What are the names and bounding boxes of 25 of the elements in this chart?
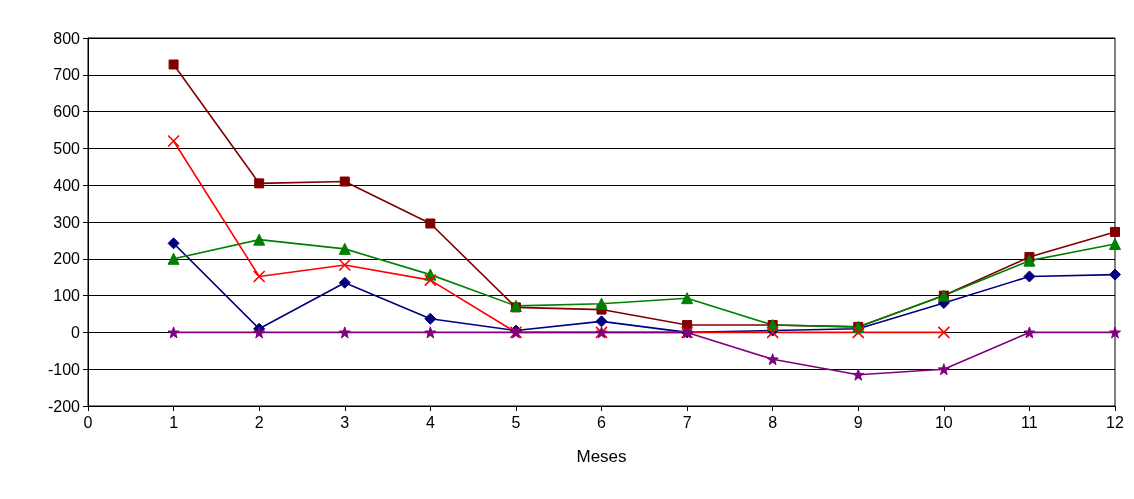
x-tick-label: 0	[83, 413, 93, 431]
x-axis-title: Meses	[576, 447, 627, 466]
y-tick-label: 700	[53, 66, 81, 84]
x-tick-label: 2	[254, 413, 264, 431]
y-tick-label: 500	[53, 139, 81, 157]
y-tick-label: 0	[71, 323, 81, 341]
y-tick-label: -200	[47, 397, 81, 415]
y-tick-label: 800	[53, 29, 81, 47]
y-tick-label: 300	[53, 213, 81, 231]
x-tick-label: 11	[1021, 413, 1038, 431]
x-tick-label: 7	[682, 413, 692, 431]
y-tick-label: 100	[53, 287, 81, 305]
x-tick-label: 1	[169, 413, 179, 431]
x-tick-label: 3	[340, 413, 350, 431]
y-tick-label: 200	[53, 250, 81, 268]
x-tick-label: 10	[934, 413, 953, 431]
x-tick-label: 9	[853, 413, 863, 431]
x-tick-label: 12	[1106, 413, 1124, 431]
x-tick-label: 4	[425, 413, 435, 431]
x-tick-label: 6	[597, 413, 607, 431]
y-tick-label: -100	[47, 360, 81, 378]
x-tick-label: 8	[768, 413, 778, 431]
y-tick-label: 400	[53, 176, 81, 194]
y-tick-label: 600	[53, 103, 81, 121]
x-tick-label: 5	[511, 413, 521, 431]
